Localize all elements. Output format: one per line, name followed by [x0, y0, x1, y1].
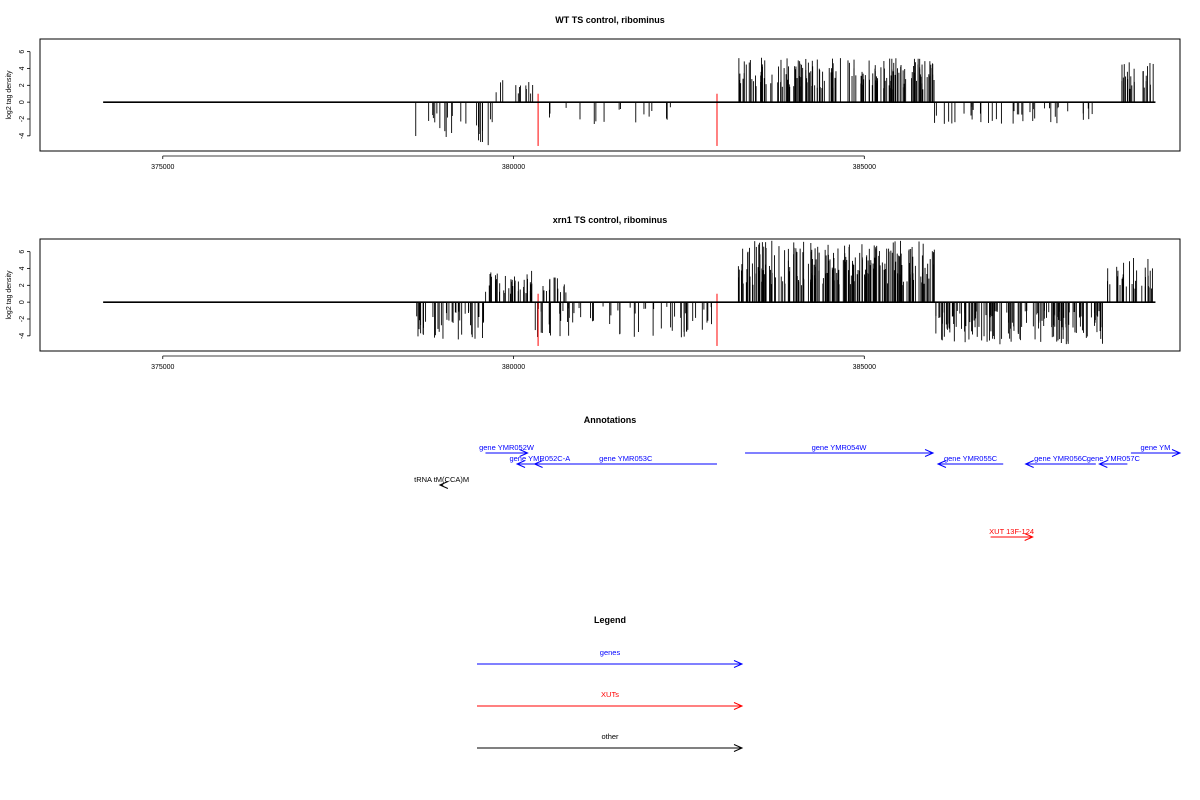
wt-x-ticks: 375000 380000 385000 — [151, 155, 876, 171]
x-tick-label: 385000 — [853, 364, 876, 371]
y-tick-label: 4 — [19, 266, 26, 270]
legend-entries: genes XUTs other — [477, 648, 744, 752]
xrn1-panel-title: xrn1 TS control, ribominus — [553, 215, 668, 225]
wt-panel: WT TS control, ribominus log2 tag densit… — [6, 15, 1181, 171]
xrn1-y-axis-label: log2 tag density — [6, 270, 13, 320]
feature-label: gene YMR054W — [812, 443, 868, 452]
x-tick-label: 385000 — [853, 164, 876, 171]
wt-signal — [103, 57, 1156, 146]
feature-label: gene YMR052C-A — [509, 454, 570, 463]
feature-arrow-xut — [990, 533, 1034, 541]
wt-plot-frame — [39, 38, 1181, 152]
y-tick-label: -2 — [19, 316, 26, 322]
legend-arrow-other — [477, 744, 744, 752]
feature-arrow-gene — [1130, 449, 1182, 457]
y-tick-label: 0 — [19, 100, 26, 104]
legend-label: other — [601, 732, 619, 741]
feature-arrow-gene — [485, 449, 529, 457]
xrn1-panel: xrn1 TS control, ribominus log2 tag dens… — [6, 215, 1181, 371]
y-tick-label: 0 — [19, 300, 26, 304]
xrn1-x-ticks: 375000 380000 385000 — [151, 355, 876, 371]
x-tick-label: 380000 — [502, 164, 525, 171]
y-tick-label: -4 — [19, 333, 26, 339]
annotation-features: gene YMR052W gene YMR052C-A gene YMR053C ge… — [414, 443, 1182, 541]
feature-arrow-gene — [745, 449, 935, 457]
y-tick-label: -4 — [19, 133, 26, 139]
feature-arrow-gene — [1098, 460, 1128, 468]
feature-label: gene YMR056C — [1034, 454, 1088, 463]
wt-y-ticks: -4 -2 0 2 4 6 — [19, 50, 31, 139]
feature-label: gene YM — [1141, 443, 1171, 452]
y-tick-label: 2 — [19, 283, 26, 287]
feature-label: gene YMR057C — [1087, 454, 1141, 463]
legend-arrow-xut — [477, 702, 744, 710]
legend-title: Legend — [594, 615, 626, 625]
wt-y-axis-label: log2 tag density — [6, 70, 13, 120]
legend-label: XUTs — [601, 690, 619, 699]
legend-label: genes — [600, 648, 621, 657]
x-tick-label: 380000 — [502, 364, 525, 371]
feature-arrow-other — [438, 481, 449, 489]
annotations-title: Annotations — [584, 415, 637, 425]
wt-panel-title: WT TS control, ribominus — [555, 15, 665, 25]
feature-label: XUT 13F-124 — [989, 527, 1034, 536]
feature-arrow-gene — [936, 460, 1004, 468]
feature-arrow-gene — [533, 460, 717, 468]
x-tick-label: 375000 — [151, 364, 174, 371]
feature-label: gene YMR055C — [944, 454, 998, 463]
feature-label: gene YMR053C — [599, 454, 653, 463]
feature-label: tRNA tM(CCA)M — [414, 475, 469, 484]
legend-panel: Legend genes XUTs other — [477, 615, 744, 752]
xrn1-signal — [103, 240, 1156, 346]
y-tick-label: 6 — [19, 50, 26, 54]
xrn1-y-ticks: -4 -2 0 2 4 6 — [19, 250, 31, 339]
y-tick-label: 6 — [19, 250, 26, 254]
xrn1-plot-frame — [39, 238, 1181, 352]
legend-arrow-gene — [477, 660, 744, 668]
feature-label: gene YMR052W — [479, 443, 535, 452]
y-tick-label: 2 — [19, 83, 26, 87]
y-tick-label: -2 — [19, 116, 26, 122]
y-tick-label: 4 — [19, 66, 26, 70]
feature-arrow-gene — [1024, 460, 1096, 468]
x-tick-label: 375000 — [151, 164, 174, 171]
